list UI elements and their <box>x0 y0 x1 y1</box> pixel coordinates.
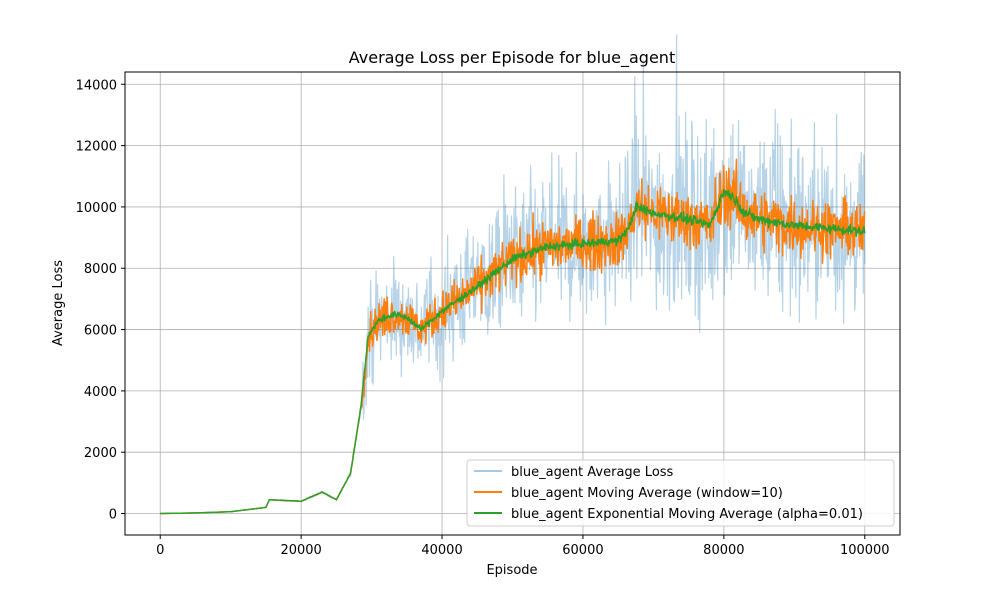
y-axis-ticks: 0 2000 4000 6000 8000 10000 12000 14000 <box>76 78 125 523</box>
legend-box <box>466 459 895 527</box>
x-tick-label: 60000 <box>562 543 603 558</box>
x-tick-label: 80000 <box>703 543 744 558</box>
y-tick-label: 6000 <box>84 324 117 339</box>
y-axis-label: Average Loss <box>51 260 66 346</box>
y-tick-label: 2000 <box>84 446 117 461</box>
plot-frame <box>124 71 901 536</box>
x-tick-label: 20000 <box>280 543 321 558</box>
y-tick-label: 14000 <box>76 78 117 93</box>
y-tick-label: 4000 <box>84 385 117 400</box>
y-tick-label: 10000 <box>76 201 117 216</box>
chart-title: Average Loss per Episode for blue_agent <box>349 48 675 68</box>
x-tick-label: 100000 <box>840 543 890 558</box>
legend: blue_agent Average Loss blue_agent Moving… <box>466 459 895 527</box>
x-axis-ticks: 0 20000 40000 60000 80000 100000 <box>156 535 890 558</box>
x-axis-label: Episode <box>486 563 537 578</box>
legend-entry: blue_agent Exponential Moving Average (a… <box>511 507 863 522</box>
legend-entry: blue_agent Average Loss <box>511 465 674 480</box>
legend-entry: blue_agent Moving Average (window=10) <box>511 486 783 501</box>
y-tick-label: 12000 <box>76 140 117 155</box>
y-tick-label: 8000 <box>84 262 117 277</box>
plot-series-group <box>159 34 866 515</box>
x-tick-label: 40000 <box>421 543 462 558</box>
y-tick-label: 0 <box>109 508 117 523</box>
series-line <box>159 188 866 515</box>
x-tick-label: 0 <box>156 543 164 558</box>
